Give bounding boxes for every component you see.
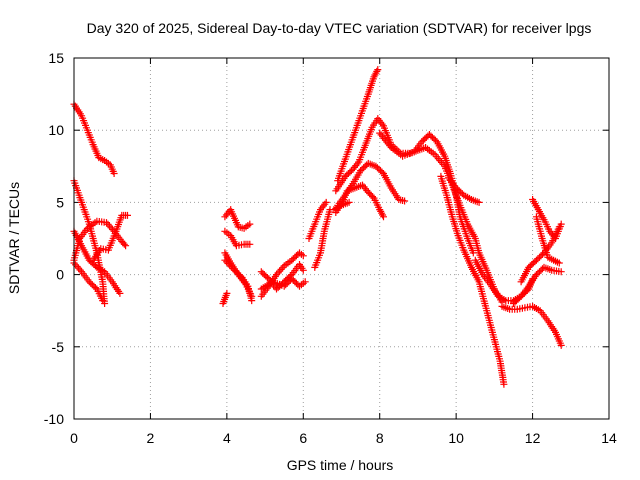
series-arc-h bbox=[221, 227, 254, 250]
data-point bbox=[237, 272, 245, 280]
data-point bbox=[299, 266, 307, 274]
axis-ticks: 0 2 4 6 8 10 12 14 -10 -5 0 5 10 15 bbox=[44, 50, 617, 446]
series-arc-n bbox=[257, 275, 309, 293]
y-tick-label: 5 bbox=[56, 194, 64, 210]
series-arc-v bbox=[376, 129, 477, 257]
y-tick-label: -5 bbox=[52, 339, 65, 355]
x-tick-label: 0 bbox=[70, 430, 78, 446]
series-arc-ac bbox=[529, 196, 565, 242]
data-point bbox=[263, 274, 271, 281]
data-point bbox=[246, 240, 254, 248]
data-point bbox=[226, 261, 234, 269]
y-axis-label: SDTVAR / TECUs bbox=[6, 182, 22, 294]
data-point bbox=[223, 289, 231, 297]
data-point bbox=[103, 219, 110, 227]
data-point bbox=[516, 294, 524, 302]
data-point bbox=[299, 252, 307, 260]
y-tick-label: 10 bbox=[48, 122, 64, 138]
series-arc-ad bbox=[532, 213, 563, 267]
data-point bbox=[557, 341, 565, 349]
data-point bbox=[277, 265, 285, 273]
series-arc-m bbox=[257, 249, 307, 300]
data-point bbox=[229, 265, 237, 273]
y-tick-label: 0 bbox=[56, 267, 64, 283]
data-point bbox=[475, 198, 483, 206]
series-arc-k bbox=[219, 289, 231, 307]
x-axis-label: GPS time / hours bbox=[287, 457, 394, 473]
series-arc-o bbox=[311, 206, 334, 271]
data-point bbox=[374, 66, 382, 74]
x-tick-label: 14 bbox=[601, 430, 617, 446]
chart-title: Day 320 of 2025, Sidereal Day-to-day VTE… bbox=[87, 20, 592, 36]
series-arc-w bbox=[445, 174, 483, 206]
series-arc-j bbox=[221, 256, 256, 305]
grid bbox=[74, 58, 609, 419]
data-point bbox=[276, 267, 284, 275]
series-arc-u bbox=[330, 198, 353, 214]
data-point bbox=[99, 297, 107, 305]
data-point bbox=[122, 242, 130, 250]
data-point bbox=[557, 220, 565, 228]
data-point bbox=[500, 380, 508, 388]
data-point bbox=[301, 278, 309, 286]
series-arc-f bbox=[89, 211, 131, 264]
data-point bbox=[347, 167, 355, 175]
data-point bbox=[72, 261, 79, 269]
data-point bbox=[555, 259, 563, 267]
data-point bbox=[124, 211, 131, 219]
data-point bbox=[223, 258, 230, 266]
data-point bbox=[120, 240, 128, 248]
data-points bbox=[70, 66, 565, 388]
series-arc-a bbox=[70, 100, 118, 177]
series-arc-p bbox=[305, 198, 330, 242]
series-arc-y bbox=[471, 256, 537, 305]
x-tick-label: 8 bbox=[376, 430, 384, 446]
data-point bbox=[557, 268, 565, 276]
series-arc-q bbox=[334, 66, 382, 185]
x-tick-label: 2 bbox=[147, 430, 155, 446]
y-tick-label: 15 bbox=[48, 50, 64, 66]
data-point bbox=[273, 271, 280, 279]
data-point bbox=[110, 170, 118, 177]
data-point bbox=[106, 222, 113, 230]
data-point bbox=[380, 213, 387, 221]
series-arc-g bbox=[221, 206, 254, 232]
data-point bbox=[322, 198, 330, 206]
plot-frame bbox=[73, 57, 610, 420]
data-point bbox=[369, 193, 376, 201]
data-point bbox=[227, 263, 235, 271]
series-arc-aa bbox=[510, 263, 565, 307]
x-tick-label: 10 bbox=[448, 430, 464, 446]
series-arc-z bbox=[498, 302, 565, 349]
data-point bbox=[107, 224, 115, 232]
data-point bbox=[469, 249, 477, 257]
data-point bbox=[246, 220, 254, 228]
data-point bbox=[224, 260, 232, 267]
data-point bbox=[221, 256, 229, 264]
data-point bbox=[279, 264, 287, 272]
x-tick-label: 4 bbox=[223, 430, 231, 446]
data-point bbox=[401, 197, 409, 205]
data-point bbox=[91, 284, 99, 292]
data-point bbox=[76, 266, 84, 274]
data-point bbox=[73, 263, 81, 270]
x-tick-label: 12 bbox=[525, 430, 541, 446]
data-point bbox=[345, 198, 353, 206]
y-tick-label: -10 bbox=[44, 411, 64, 427]
data-point bbox=[116, 289, 124, 297]
x-tick-label: 6 bbox=[299, 430, 307, 446]
data-point bbox=[248, 297, 256, 305]
series-arc-x bbox=[437, 172, 508, 388]
